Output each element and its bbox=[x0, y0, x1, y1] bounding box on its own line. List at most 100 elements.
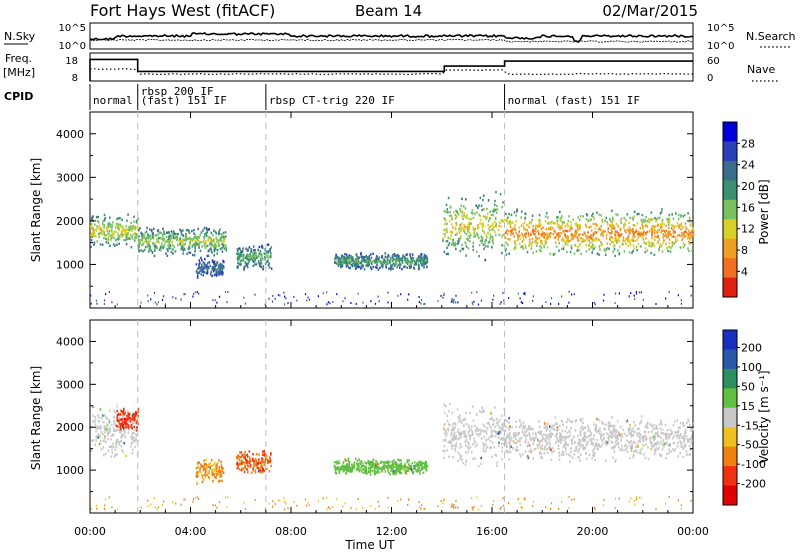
velocity-echo-cell bbox=[582, 436, 584, 440]
power-echo-cell bbox=[205, 232, 207, 235]
power-echo-cell bbox=[492, 222, 494, 225]
velocity-echo-cell bbox=[495, 431, 498, 434]
velocity-echo-cell bbox=[469, 445, 472, 449]
velocity-echo-cell bbox=[585, 452, 587, 456]
power-echo-cell bbox=[636, 213, 639, 216]
power-echo-cell bbox=[258, 252, 261, 255]
velocity-echo-cell bbox=[397, 500, 399, 502]
velocity-echo-cell bbox=[581, 425, 583, 428]
velocity-echo-cell bbox=[269, 457, 271, 461]
velocity-echo-cell bbox=[509, 434, 511, 438]
velocity-echo-cell bbox=[569, 455, 572, 458]
power-echo-cell bbox=[401, 268, 403, 271]
power-echo-cell bbox=[446, 222, 448, 226]
power-echo-cell bbox=[139, 239, 141, 242]
power-echo-cell bbox=[101, 232, 103, 236]
power-echo-cell bbox=[568, 239, 571, 243]
velocity-echo-cell bbox=[261, 458, 264, 461]
velocity-echo-cell bbox=[200, 470, 202, 474]
velocity-echo-cell bbox=[676, 419, 679, 422]
power-echo-cell bbox=[361, 259, 363, 262]
velocity-echo-cell bbox=[621, 444, 623, 448]
velocity-echo-cell bbox=[437, 505, 439, 508]
power-echo-cell bbox=[540, 233, 543, 237]
ytick-label: 3000 bbox=[56, 171, 84, 184]
velocity-echo-cell bbox=[481, 406, 483, 409]
power-echo-cell bbox=[570, 247, 573, 250]
velocity-echo-cell bbox=[133, 414, 135, 417]
velocity-echo-cell bbox=[583, 447, 586, 450]
velocity-echo-cell bbox=[98, 434, 101, 437]
velocity-echo-cell bbox=[630, 431, 632, 435]
power-echo-cell bbox=[535, 230, 537, 233]
velocity-echo-cell bbox=[617, 442, 620, 446]
velocity-echo-cell bbox=[106, 429, 109, 433]
power-echo-cell bbox=[334, 256, 337, 259]
velocity-echo-cell bbox=[246, 453, 248, 457]
velocity-echo-cell bbox=[418, 460, 420, 464]
power-echo-cell bbox=[166, 240, 168, 243]
power-echo-cell bbox=[585, 218, 588, 221]
power-echo-cell bbox=[351, 256, 354, 259]
power-echo-cell bbox=[398, 257, 400, 260]
power-echo-cell bbox=[103, 303, 105, 305]
power-echo-cell bbox=[203, 244, 206, 247]
power-echo-cell bbox=[447, 244, 450, 247]
velocity-echo-cell bbox=[337, 460, 340, 463]
velocity-echo-cell bbox=[265, 454, 268, 457]
velocity-echo-cell bbox=[631, 443, 633, 446]
power-echo-cell bbox=[528, 221, 531, 224]
velocity-echo-cell bbox=[379, 467, 381, 470]
velocity-echo-cell bbox=[262, 460, 264, 463]
power-echo-cell bbox=[471, 209, 474, 212]
power-echo-cell bbox=[630, 292, 632, 295]
power-echo-cell bbox=[445, 252, 448, 256]
power-echo-cell bbox=[657, 235, 659, 239]
power-echo-cell bbox=[506, 233, 509, 236]
power-echo-cell bbox=[482, 194, 485, 197]
velocity-echo-cell bbox=[608, 426, 611, 429]
velocity-echo-cell bbox=[514, 434, 517, 437]
power-echo-cell bbox=[130, 246, 133, 249]
velocity-echo-cell bbox=[507, 433, 509, 436]
power-echo-cell bbox=[257, 260, 260, 263]
velocity-echo-cell bbox=[353, 464, 356, 468]
velocity-echo-cell bbox=[443, 423, 446, 426]
power-echo-cell bbox=[564, 225, 567, 228]
power-echo-cell bbox=[117, 238, 120, 241]
velocity-echo-cell bbox=[682, 441, 685, 444]
power-echo-cell bbox=[95, 299, 97, 302]
power-echo-cell bbox=[497, 228, 500, 232]
power-echo-cell bbox=[147, 300, 149, 303]
power-echo-cell bbox=[531, 218, 533, 222]
velocity-echo-cell bbox=[509, 446, 511, 450]
power-echo-cell bbox=[467, 247, 470, 250]
power-echo-cell bbox=[387, 254, 389, 257]
velocity-echo-cell bbox=[680, 433, 682, 436]
velocity-echo-cell bbox=[546, 436, 548, 440]
power-echo-cell bbox=[149, 239, 151, 242]
velocity-echo-cell bbox=[197, 461, 200, 464]
velocity-echo-cell bbox=[495, 418, 498, 421]
power-echo-cell bbox=[602, 234, 604, 238]
velocity-echo-cell bbox=[524, 425, 526, 428]
velocity-echo-cell bbox=[567, 418, 569, 421]
velocity-echo-cell bbox=[244, 450, 246, 454]
velocity-echo-cell bbox=[522, 426, 524, 430]
velocity-echo-cell bbox=[117, 440, 119, 444]
power-echo-cell bbox=[459, 236, 462, 240]
power-echo-cell bbox=[579, 218, 581, 222]
power-echo-cell bbox=[648, 221, 651, 224]
power-echo-cell bbox=[453, 244, 456, 247]
power-echo-cell bbox=[477, 205, 479, 209]
power-echo-cell bbox=[605, 234, 608, 237]
power-echo-cell bbox=[370, 261, 372, 264]
velocity-echo-cell bbox=[256, 465, 259, 468]
power-echo-cell bbox=[690, 231, 693, 234]
velocity-echo-cell bbox=[508, 432, 511, 435]
power-echo-cell bbox=[346, 261, 348, 265]
velocity-echo-cell bbox=[420, 465, 423, 468]
power-echo-cell bbox=[500, 301, 502, 304]
power-echo-cell bbox=[125, 229, 128, 232]
power-echo-cell bbox=[259, 263, 262, 266]
